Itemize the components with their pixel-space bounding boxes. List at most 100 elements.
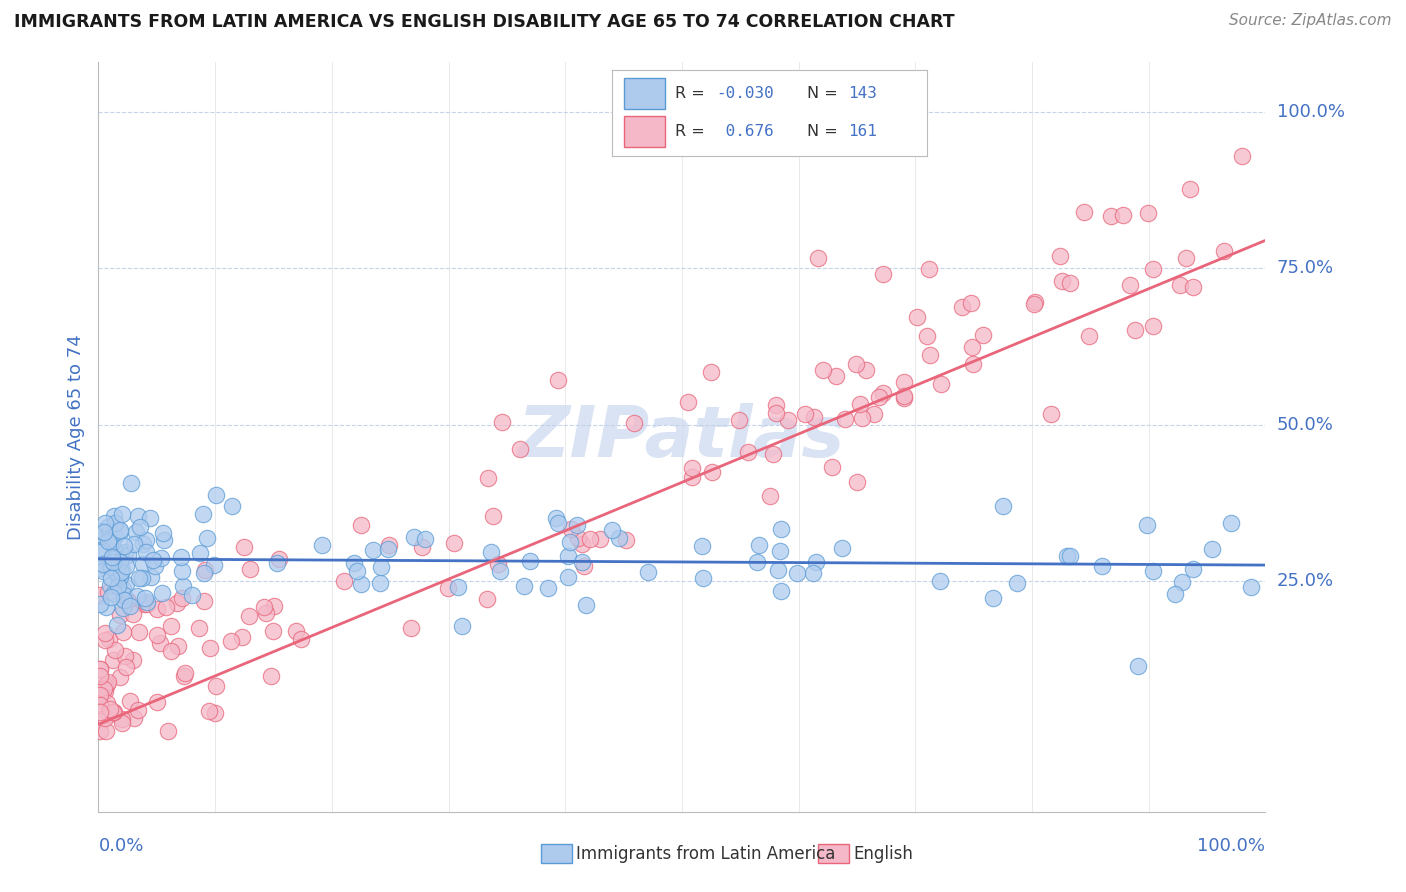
Point bbox=[284, 624, 307, 638]
Point bbox=[101, 555, 124, 569]
Point bbox=[801, 566, 824, 580]
Text: IMMIGRANTS FROM LATIN AMERICA VS ENGLISH DISABILITY AGE 65 TO 74 CORRELATION CHA: IMMIGRANTS FROM LATIN AMERICA VS ENGLISH… bbox=[14, 13, 955, 31]
Point bbox=[221, 500, 243, 514]
Point bbox=[128, 625, 150, 640]
Point bbox=[97, 675, 120, 690]
Point bbox=[745, 555, 768, 569]
Point bbox=[122, 536, 145, 550]
Point bbox=[91, 557, 114, 571]
Point bbox=[560, 535, 582, 549]
Point bbox=[868, 390, 890, 404]
Point bbox=[769, 584, 792, 599]
Point bbox=[1240, 580, 1263, 594]
Point bbox=[512, 579, 534, 593]
Point bbox=[378, 538, 401, 552]
Point bbox=[195, 532, 218, 546]
Point bbox=[204, 558, 226, 572]
Point bbox=[89, 588, 111, 602]
Point bbox=[893, 389, 915, 403]
Point bbox=[262, 624, 284, 638]
Point bbox=[104, 516, 127, 530]
Point bbox=[917, 329, 939, 343]
Point bbox=[1024, 294, 1046, 309]
Point bbox=[98, 535, 121, 549]
Point bbox=[89, 723, 111, 738]
Point bbox=[107, 568, 129, 582]
Point bbox=[893, 391, 915, 405]
Point bbox=[108, 555, 131, 569]
Point bbox=[872, 385, 894, 400]
Point bbox=[101, 653, 124, 667]
Point bbox=[807, 251, 830, 265]
Point bbox=[173, 669, 195, 683]
Point bbox=[100, 590, 122, 604]
Point bbox=[1090, 559, 1112, 574]
Point bbox=[197, 704, 219, 718]
Point bbox=[413, 532, 436, 546]
Point bbox=[447, 580, 470, 594]
Point bbox=[1164, 587, 1187, 601]
Point bbox=[103, 586, 125, 600]
Point bbox=[170, 549, 193, 564]
Point bbox=[112, 625, 135, 640]
Point bbox=[127, 704, 149, 718]
Point bbox=[94, 683, 117, 698]
Point bbox=[1174, 252, 1197, 266]
Point bbox=[89, 681, 111, 696]
Point bbox=[404, 529, 426, 543]
Point bbox=[112, 593, 135, 607]
Point bbox=[399, 621, 422, 635]
Point bbox=[166, 596, 188, 610]
Point bbox=[960, 295, 983, 310]
Point bbox=[122, 711, 145, 725]
Point bbox=[110, 552, 132, 566]
Point bbox=[101, 705, 124, 719]
Text: ZIPatlas: ZIPatlas bbox=[519, 402, 845, 472]
Point bbox=[155, 600, 177, 615]
Point bbox=[678, 395, 700, 409]
Point bbox=[111, 600, 134, 615]
Point bbox=[260, 668, 283, 682]
Point bbox=[1201, 541, 1223, 556]
Text: 100.0%: 100.0% bbox=[1277, 103, 1344, 121]
Point bbox=[848, 397, 870, 411]
Text: 0.0%: 0.0% bbox=[98, 837, 143, 855]
Point bbox=[117, 593, 139, 607]
Point bbox=[575, 598, 598, 612]
Point bbox=[1220, 516, 1243, 530]
Point bbox=[198, 640, 221, 655]
Point bbox=[232, 540, 254, 554]
Point bbox=[981, 591, 1004, 605]
Point bbox=[766, 563, 789, 577]
Point bbox=[107, 579, 129, 593]
Point bbox=[172, 591, 194, 605]
Point bbox=[193, 566, 215, 580]
Text: Immigrants from Latin America: Immigrants from Latin America bbox=[576, 845, 835, 863]
Point bbox=[1168, 278, 1191, 293]
Point bbox=[89, 688, 111, 702]
Point bbox=[350, 577, 373, 591]
Point bbox=[94, 723, 117, 738]
Point bbox=[238, 608, 260, 623]
Text: 25.0%: 25.0% bbox=[1277, 572, 1334, 590]
Point bbox=[107, 568, 129, 582]
Point bbox=[1181, 280, 1204, 294]
Point bbox=[127, 509, 149, 524]
Point bbox=[156, 723, 179, 738]
Point bbox=[104, 529, 127, 543]
Point bbox=[368, 575, 391, 590]
Point bbox=[759, 489, 782, 503]
Point bbox=[1056, 549, 1078, 563]
Point bbox=[108, 523, 131, 537]
Point bbox=[112, 588, 135, 602]
Point bbox=[962, 340, 984, 354]
Point bbox=[98, 702, 121, 716]
Point bbox=[343, 556, 366, 570]
Point bbox=[486, 557, 509, 571]
Point bbox=[125, 525, 148, 540]
Point bbox=[950, 300, 973, 314]
Point bbox=[333, 574, 356, 589]
Point bbox=[578, 533, 600, 547]
Point bbox=[1128, 659, 1150, 673]
Point bbox=[1050, 274, 1073, 288]
